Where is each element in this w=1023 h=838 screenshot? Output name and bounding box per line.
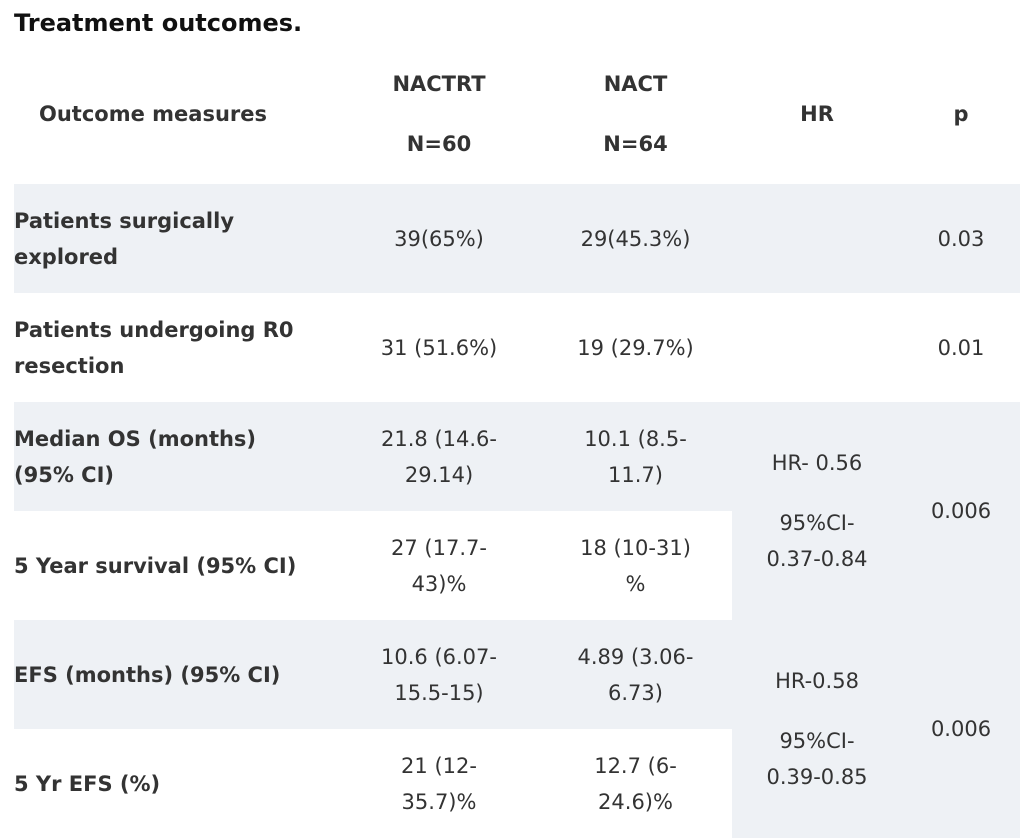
cell-p-efs: 0.006 [902, 620, 1020, 838]
cell-nactrt: 21 (12- 35.7)% [401, 753, 477, 814]
header-outcome-measures: Outcome measures [39, 102, 267, 126]
table-row: EFS (months) (95% CI) 10.6 (6.07- 15.5-1… [14, 620, 1020, 838]
row-label: EFS (months) (95% CI) [14, 662, 281, 687]
header-nact: NACT N=64 [539, 44, 732, 184]
cell-nact: 19 (29.7%) [577, 335, 694, 360]
cell-nact: 18 (10-31) % [580, 535, 691, 596]
header-nact-n: N=64 [603, 132, 668, 156]
row-label: 5 Year survival (95% CI) [14, 553, 297, 578]
row-label: Median OS (months) (95% CI) [14, 426, 257, 487]
row-label: Patients surgically explored [14, 208, 235, 269]
table-title: Treatment outcomes. [14, 9, 303, 37]
cell-hr [732, 184, 902, 293]
cell-nactrt: 39(65%) [394, 226, 484, 251]
cell-nact: 10.1 (8.5- 11.7) [584, 426, 687, 487]
header-nact-name: NACT [603, 72, 668, 96]
cell-nactrt: 10.6 (6.07- 15.5-15) [381, 644, 497, 705]
cell-p-os: 0.006 [902, 402, 1020, 620]
cell-nactrt: 27 (17.7- 43)% [391, 535, 487, 596]
cell-hr-efs: HR-0.58 95%CI- 0.39-0.85 [732, 620, 902, 838]
row-label: 5 Yr EFS (%) [14, 771, 161, 796]
table-row: Median OS (months) (95% CI) 21.8 (14.6- … [14, 402, 1020, 620]
table-header-row: Outcome measures NACTRT N=60 NACT N=64 H… [14, 44, 1020, 184]
cell-hr-os: HR- 0.56 95%CI- 0.37-0.84 [732, 402, 902, 620]
cell-p: 0.01 [937, 335, 985, 360]
table-row: 5 Year survival (95% CI) 27 (17.7- 43)% … [14, 511, 1020, 620]
cell-hr [732, 293, 902, 402]
header-nactrt-name: NACTRT [392, 72, 486, 96]
table-row: 5 Yr EFS (%) 21 (12- 35.7)% 12.7 (6- 24.… [14, 729, 1020, 838]
table-row: Patients undergoing R0 resection 31 (51.… [14, 293, 1020, 402]
header-nactrt-n: N=60 [406, 132, 472, 156]
cell-nact: 12.7 (6- 24.6)% [594, 753, 677, 814]
header-p: p [953, 102, 969, 126]
cell-nactrt: 21.8 (14.6- 29.14) [381, 426, 497, 487]
cell-p: 0.03 [937, 226, 985, 251]
table-row: Patients surgically explored 39(65%) 29(… [14, 184, 1020, 293]
cell-nact: 29(45.3%) [580, 226, 691, 251]
header-nactrt: NACTRT N=60 [339, 44, 539, 184]
cell-nact: 4.89 (3.06- 6.73) [577, 644, 694, 705]
outcomes-table: Outcome measures NACTRT N=60 NACT N=64 H… [14, 44, 1020, 838]
header-hr: HR [800, 102, 834, 126]
cell-nactrt: 31 (51.6%) [380, 335, 498, 360]
row-label: Patients undergoing R0 resection [14, 317, 294, 378]
